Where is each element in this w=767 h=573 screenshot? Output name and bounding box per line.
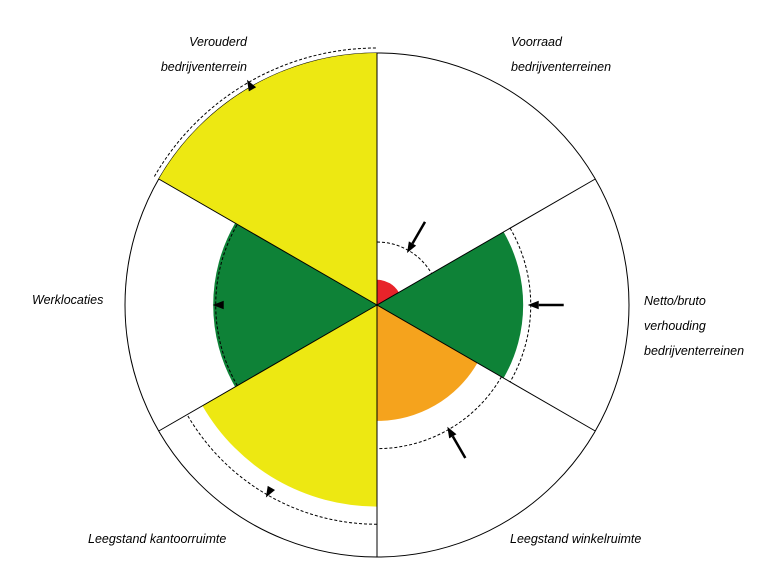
label-leegstand-winkelruimte: Leegstand winkelruimte <box>510 532 642 546</box>
arrow-head-netto-bruto-verhouding-bedrijventerreinen <box>527 300 539 310</box>
sector-leegstand-kantoorruimte <box>202 305 377 507</box>
label-werklocaties: Werklocaties <box>32 293 104 307</box>
arrow-head-voorraad-bedrijventerreinen <box>407 241 417 254</box>
label-netto-bruto-verhouding: Netto/bruto verhouding bedrijventerreine… <box>644 294 745 358</box>
sector-voorraad-bedrijventerreinen <box>377 279 399 305</box>
sector-netto-bruto-verhouding-bedrijventerreinen <box>377 231 524 379</box>
arrow-head-verouderd-bedrijventerrein <box>246 79 257 92</box>
arrow-shaft-leegstand-winkelruimte <box>451 435 467 459</box>
label-voorraad-bedrijventerreinen: Voorraad bedrijventerreinen <box>511 35 612 74</box>
spoke-2 <box>376 304 596 432</box>
label-verouderd-bedrijventerrein: Verouderd bedrijventerrein <box>160 35 247 74</box>
arrow-shaft-voorraad-bedrijventerreinen <box>411 221 427 245</box>
reference-arc-verouderd-bedrijventerrein <box>153 47 378 177</box>
sector-verouderd-bedrijventerrein <box>158 53 377 305</box>
arrow-head-werklocaties <box>212 300 224 310</box>
spoke-4 <box>158 304 378 432</box>
reference-arc-voorraad-bedrijventerreinen <box>376 241 432 274</box>
sector-leegstand-winkelruimte <box>377 305 478 421</box>
label-leegstand-kantoorruimte: Leegstand kantoorruimte <box>88 532 227 546</box>
spoke-1 <box>376 178 596 306</box>
spoke-5 <box>158 178 378 306</box>
reference-arc-leegstand-kantoorruimte <box>186 414 378 525</box>
reference-arc-werklocaties <box>215 224 238 386</box>
arrow-head-leegstand-kantoorruimte <box>265 485 276 498</box>
sector-werklocaties <box>213 223 377 387</box>
arrow-head-leegstand-winkelruimte <box>447 426 457 439</box>
